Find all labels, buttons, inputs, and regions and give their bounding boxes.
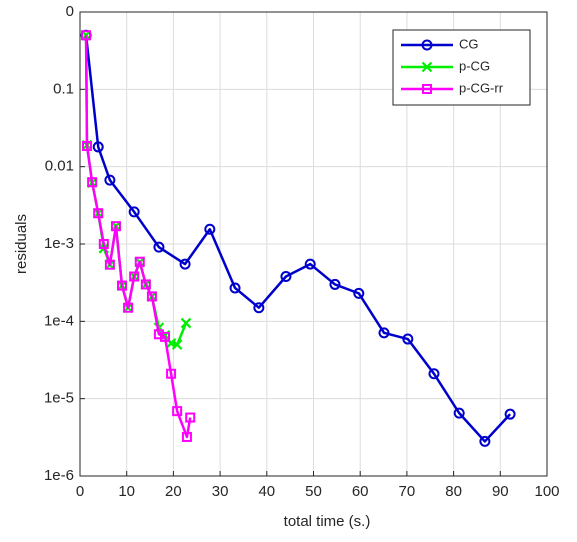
marker: [185, 412, 196, 423]
x-tick-label: 10: [118, 483, 135, 500]
marker: [129, 271, 140, 282]
x-tick-label: 80: [445, 483, 462, 500]
marker: [253, 302, 265, 314]
y-tick-label: 1e-3: [44, 235, 74, 252]
axes-box: [79, 11, 548, 477]
y-axis-label: residuals: [13, 214, 30, 274]
marker: [353, 287, 365, 299]
x-tick-label: 40: [258, 483, 275, 500]
marker: [123, 302, 134, 313]
marker: [179, 258, 191, 270]
marker: [104, 174, 116, 186]
x-tick-label: 30: [212, 483, 229, 500]
marker: [128, 206, 140, 218]
marker: [104, 259, 115, 270]
x-tick-label: 60: [352, 483, 369, 500]
marker: [402, 333, 414, 345]
marker: [146, 291, 157, 302]
legend-label: p-CG: [459, 58, 490, 73]
marker: [98, 239, 109, 249]
y-tick-label: 1e-5: [44, 390, 74, 407]
marker: [171, 339, 183, 350]
marker: [421, 61, 433, 73]
legend-label: p-CG-rr: [459, 80, 504, 95]
marker: [453, 407, 465, 419]
marker: [204, 223, 216, 235]
marker: [280, 270, 292, 282]
y-tick-label: 1e-6: [44, 467, 74, 484]
marker: [329, 278, 341, 290]
x-tick-label: 70: [399, 483, 416, 500]
marker: [117, 280, 128, 291]
series-line: [84, 35, 512, 443]
marker: [92, 141, 104, 153]
x-tick-label: 20: [165, 483, 182, 500]
marker: [87, 177, 98, 188]
marker: [166, 368, 177, 379]
x-axis-label: total time (s.): [284, 513, 371, 530]
marker: [81, 30, 92, 41]
marker: [378, 327, 390, 339]
marker: [421, 39, 433, 51]
marker: [181, 431, 192, 442]
marker: [172, 406, 183, 417]
y-tick-label: 1e-4: [44, 312, 74, 329]
y-tick-label: 0: [66, 3, 74, 20]
marker: [159, 331, 170, 342]
marker: [479, 435, 491, 447]
marker: [229, 282, 241, 294]
marker: [134, 256, 145, 267]
x-tick-label: 50: [305, 483, 322, 500]
marker: [428, 368, 440, 380]
marker: [180, 317, 192, 329]
series-line: [84, 35, 192, 439]
y-tick-label: 0.1: [53, 80, 74, 97]
marker: [153, 329, 164, 340]
legend-label: CG: [459, 36, 479, 51]
x-tick-label: 100: [534, 483, 559, 500]
legend: CG p-CG p-CG-rr: [392, 29, 531, 106]
x-tick-label: 90: [492, 483, 509, 500]
marker: [304, 258, 316, 270]
marker: [82, 141, 93, 152]
x-tick-label: 0: [76, 483, 84, 500]
y-tick-label: 0.01: [45, 158, 74, 175]
marker: [140, 279, 151, 290]
marker: [422, 84, 432, 94]
marker: [504, 408, 516, 420]
marker: [110, 221, 121, 232]
marker: [93, 208, 104, 219]
marker: [153, 241, 165, 253]
